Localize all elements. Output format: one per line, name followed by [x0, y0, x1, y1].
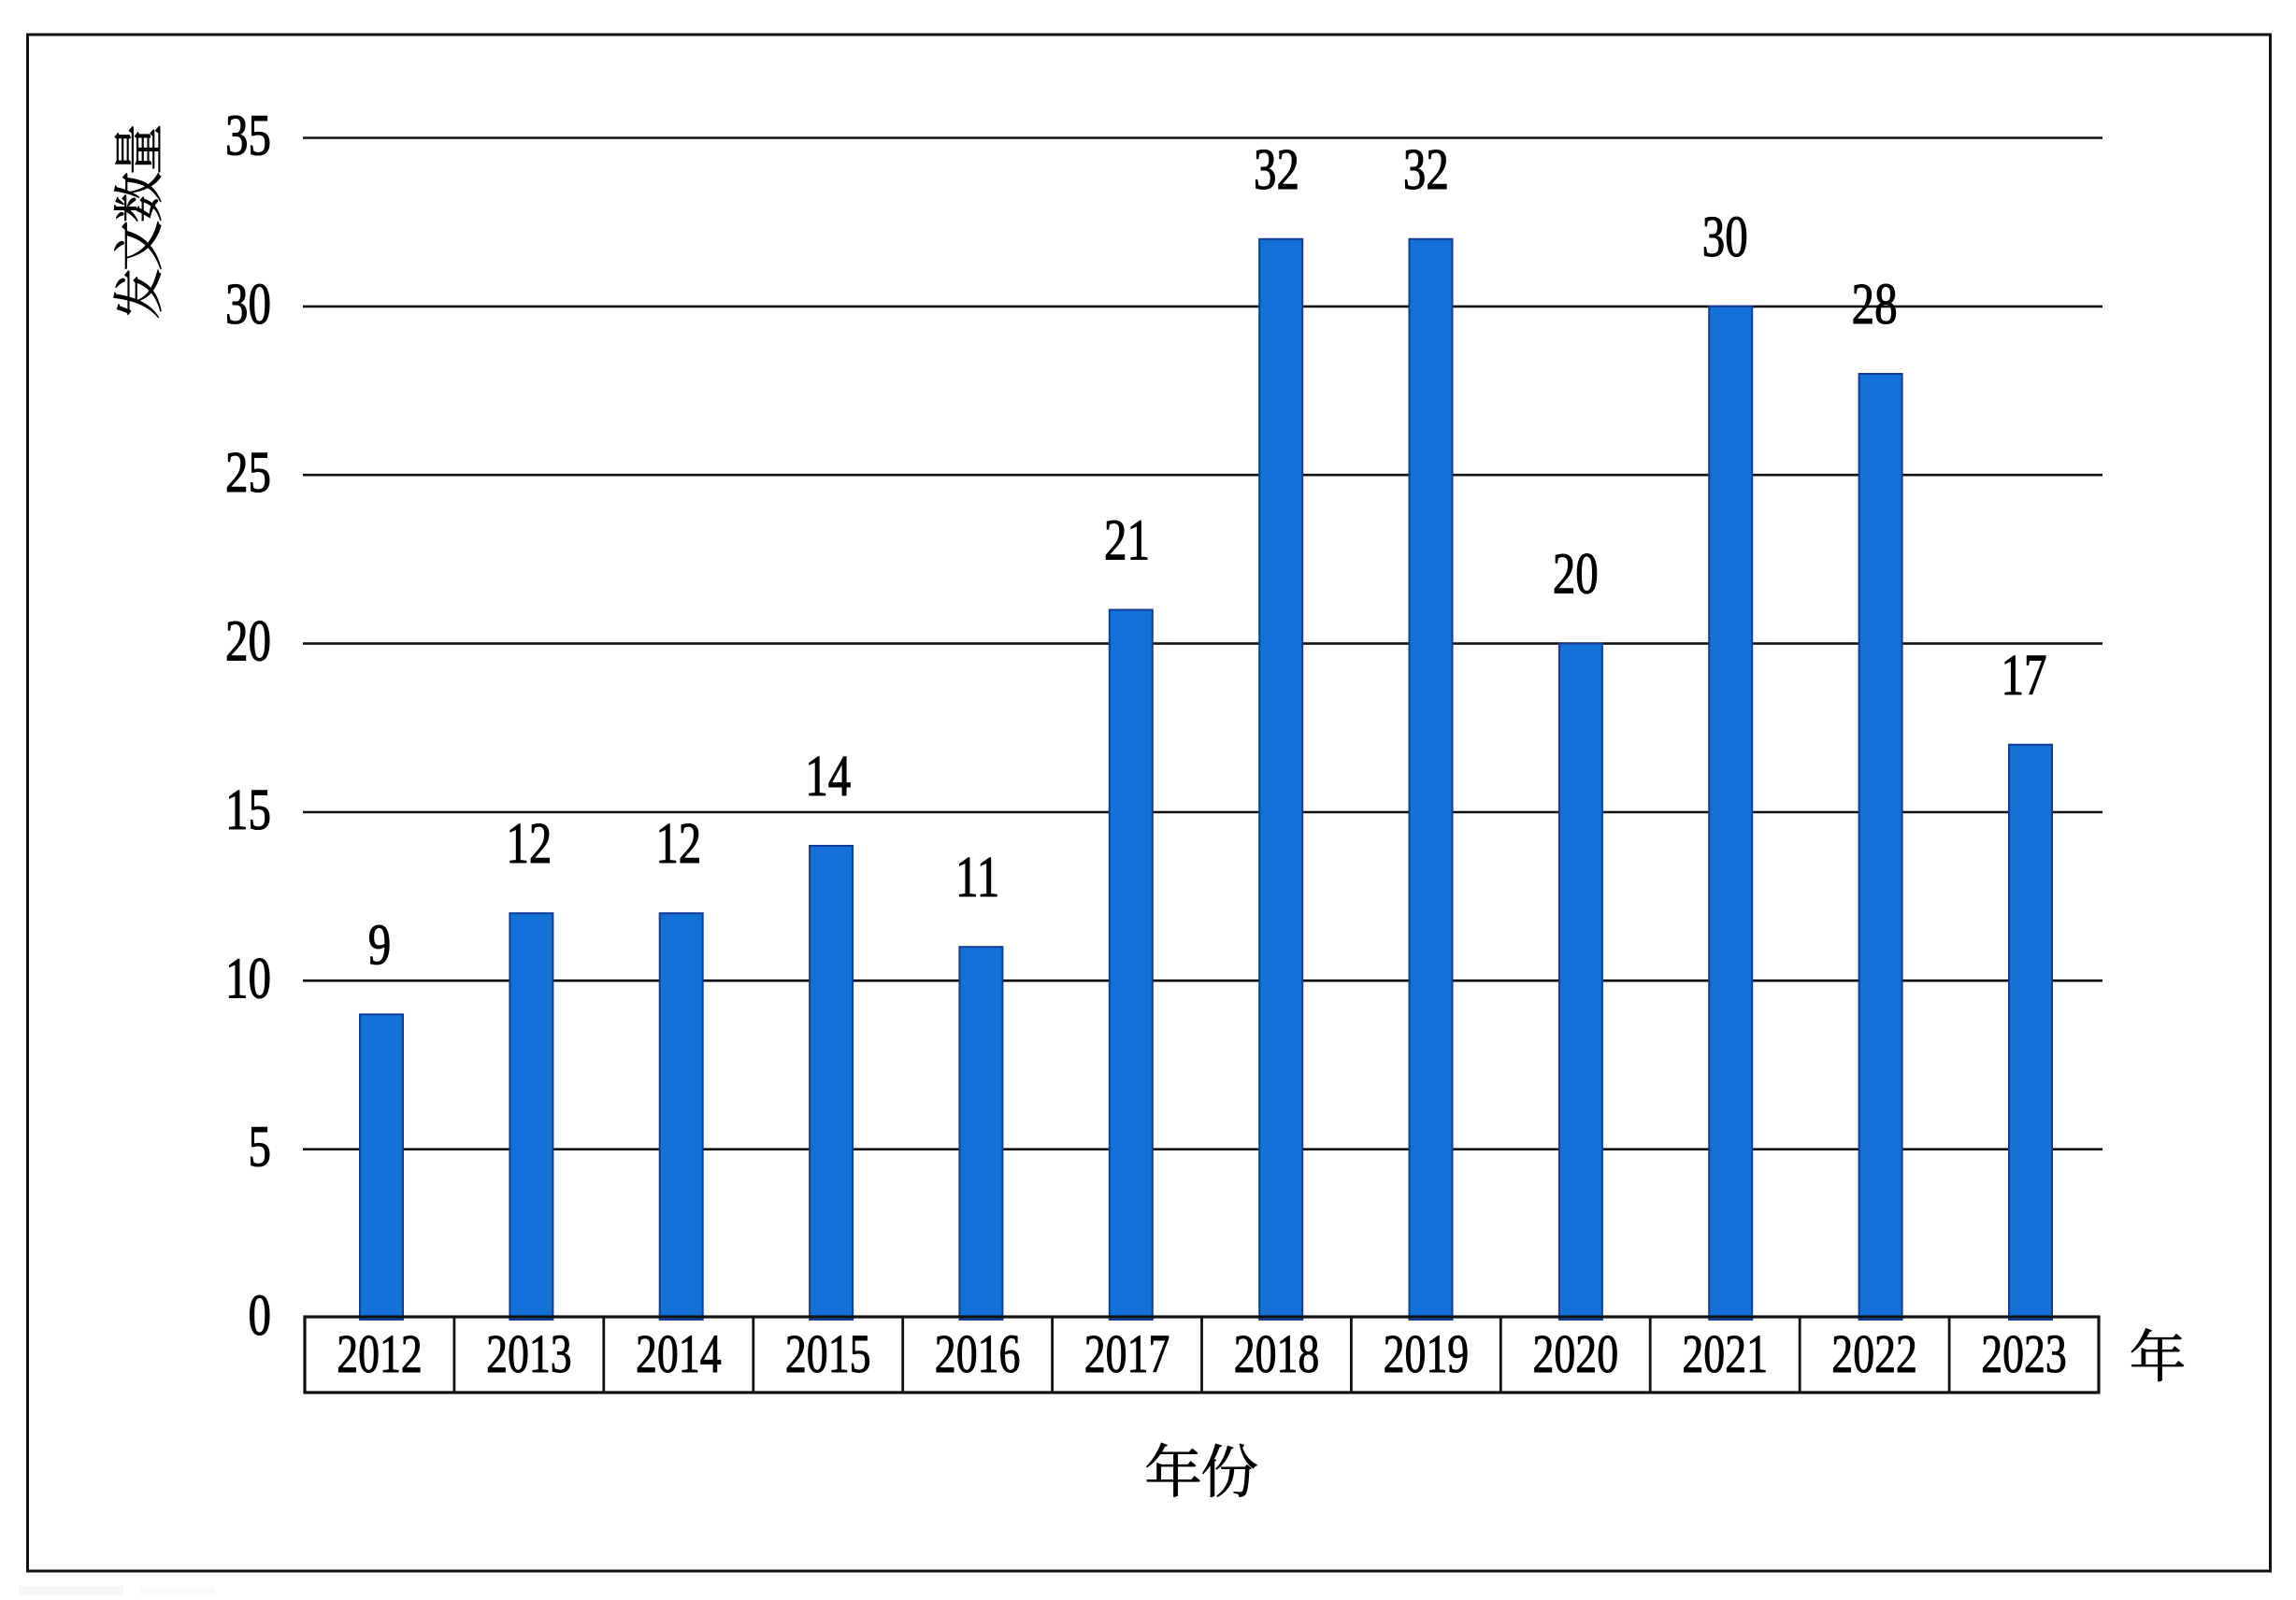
svg-text:0: 0 — [249, 1284, 271, 1349]
svg-text:32: 32 — [1403, 137, 1449, 202]
svg-text:2020: 2020 — [1532, 1324, 1618, 1384]
svg-text:2019: 2019 — [1384, 1324, 1470, 1384]
svg-text:20: 20 — [225, 609, 271, 674]
svg-text:2016: 2016 — [935, 1324, 1021, 1384]
svg-text:2013: 2013 — [486, 1324, 572, 1384]
svg-text:32: 32 — [1254, 137, 1299, 202]
svg-text:20: 20 — [1553, 542, 1599, 607]
svg-text:15: 15 — [225, 779, 271, 843]
svg-text:9: 9 — [368, 913, 391, 978]
svg-text:12: 12 — [506, 812, 552, 877]
svg-text:5: 5 — [249, 1115, 271, 1179]
svg-text:28: 28 — [1852, 273, 1898, 337]
svg-text:14: 14 — [805, 745, 851, 809]
svg-text:11: 11 — [955, 846, 999, 910]
svg-text:30: 30 — [1702, 206, 1748, 270]
svg-text:2021: 2021 — [1682, 1324, 1768, 1384]
svg-text:2012: 2012 — [337, 1324, 423, 1384]
svg-text:17: 17 — [2002, 643, 2047, 707]
svg-text:2015: 2015 — [785, 1324, 871, 1384]
svg-text:10: 10 — [225, 947, 271, 1011]
svg-text:2018: 2018 — [1234, 1324, 1320, 1384]
svg-text:2014: 2014 — [636, 1324, 722, 1384]
svg-text:2017: 2017 — [1084, 1324, 1170, 1384]
svg-text:2022: 2022 — [1831, 1324, 1917, 1384]
svg-text:2023: 2023 — [1981, 1324, 2067, 1384]
svg-text:25: 25 — [225, 441, 271, 506]
svg-text:12: 12 — [655, 812, 701, 877]
svg-text:35: 35 — [225, 104, 271, 168]
svg-text:30: 30 — [225, 273, 271, 337]
svg-text:21: 21 — [1104, 508, 1150, 573]
